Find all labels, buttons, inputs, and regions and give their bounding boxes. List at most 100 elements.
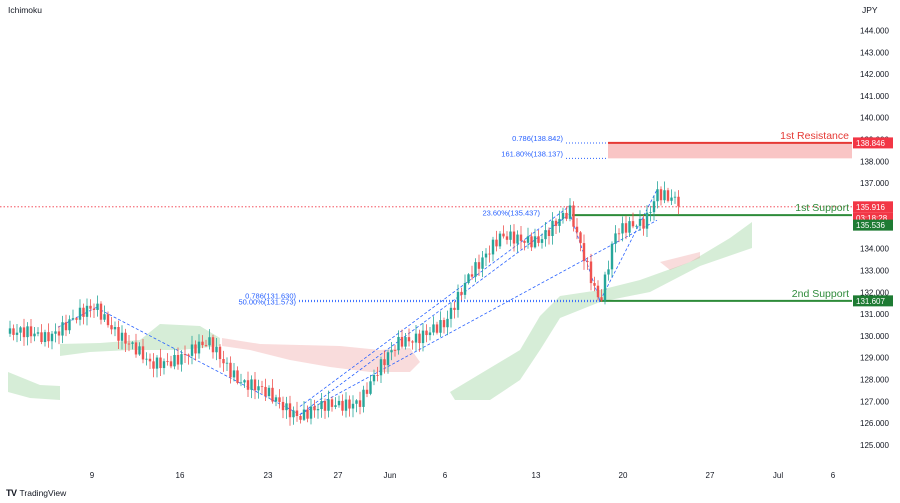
candle (642, 215, 645, 236)
current-price-tag-text: 135.916 (856, 203, 885, 212)
candle (85, 298, 89, 326)
candle (544, 222, 547, 247)
candle (232, 362, 236, 382)
x-tick-label: 27 (706, 471, 715, 480)
candle (386, 349, 390, 374)
candle (638, 210, 642, 232)
candle (589, 253, 593, 291)
candle (26, 322, 29, 346)
candle (187, 353, 190, 365)
candle (253, 371, 257, 400)
x-tick-label: 16 (176, 471, 185, 480)
candle (145, 352, 148, 366)
level-label-support-1: 1st Support (795, 202, 849, 214)
candle (631, 212, 635, 229)
candle (593, 276, 596, 292)
candle (103, 305, 106, 322)
candle (484, 248, 488, 267)
candle (99, 301, 103, 325)
candle (432, 316, 435, 336)
x-tick-label: Jul (773, 471, 783, 480)
y-tick-label: 140.000 (860, 114, 889, 123)
candle (645, 205, 649, 237)
candle (512, 224, 516, 252)
candle (246, 371, 250, 398)
support-tag-2 (853, 295, 893, 307)
price-axis[interactable]: 144.000143.000142.000141.000140.000139.0… (860, 26, 889, 450)
y-tick-label: 131.000 (860, 310, 889, 319)
candle (330, 396, 334, 412)
candle (260, 380, 264, 394)
candle (463, 274, 467, 299)
brand-watermark[interactable]: TV TradingView (6, 488, 66, 498)
candle (106, 311, 110, 328)
candle (92, 303, 96, 319)
candle (278, 389, 281, 409)
candle (558, 210, 561, 233)
indicator-label[interactable]: Ichimoku (8, 5, 43, 15)
cloud-bullish (450, 222, 752, 400)
candle (614, 225, 617, 253)
candle (624, 215, 628, 240)
time-axis[interactable]: 9 16 23 27 Jun 6 13 20 27 Jul 6 (90, 471, 836, 480)
candle (194, 340, 197, 361)
x-tick-label: 20 (619, 471, 628, 480)
candle (138, 342, 141, 356)
y-tick-label: 133.000 (860, 266, 889, 275)
candle (285, 396, 288, 419)
candle (666, 187, 670, 203)
candle (572, 201, 575, 232)
candle (344, 392, 348, 418)
y-tick-label: 132.000 (860, 288, 889, 297)
candle (428, 327, 432, 341)
candle (379, 356, 383, 383)
candle (649, 205, 652, 222)
support-tag-1-text: 135.536 (856, 221, 885, 230)
candle (271, 379, 274, 404)
y-tick-label: 144.000 (860, 26, 889, 35)
candle (540, 233, 544, 249)
candle (236, 366, 239, 385)
fib-label: 0.786(131.630) (245, 291, 296, 300)
candle (306, 405, 309, 423)
candle (393, 344, 397, 357)
fibonacci-labels: 0.786(138.842) 161.80%(138.137) 23.60%(135… (238, 134, 606, 307)
candle (218, 344, 222, 368)
x-tick-label: 23 (264, 471, 273, 480)
candle (362, 385, 365, 413)
candle (320, 392, 323, 418)
level-label-support-2: 2nd Support (792, 288, 849, 300)
candle (495, 230, 498, 252)
candle (257, 379, 260, 399)
candle (75, 316, 78, 324)
candle (208, 329, 211, 350)
candle (365, 382, 369, 398)
candle (400, 329, 404, 349)
candle (390, 341, 393, 361)
resistance-zone (608, 142, 852, 159)
candle (652, 195, 656, 221)
x-tick-label: 6 (831, 471, 836, 480)
fib-label: 161.80%(138.137) (501, 149, 563, 158)
y-tick-label: 128.000 (860, 376, 889, 385)
candle (617, 228, 621, 243)
candle (348, 395, 351, 417)
candle (22, 318, 26, 346)
candle (323, 398, 327, 419)
x-tick-label: 6 (443, 471, 448, 480)
candle (222, 350, 225, 372)
candle (162, 358, 166, 375)
candle (54, 323, 57, 343)
candle (351, 395, 355, 418)
candle (250, 375, 253, 399)
candle (309, 398, 313, 425)
channel-upper (299, 205, 571, 407)
candle (131, 341, 134, 350)
candle (166, 353, 169, 366)
candle (383, 350, 386, 374)
level-label-resistance: 1st Resistance (780, 130, 849, 142)
candle (302, 400, 306, 421)
candle (29, 319, 33, 344)
candle (71, 309, 75, 321)
